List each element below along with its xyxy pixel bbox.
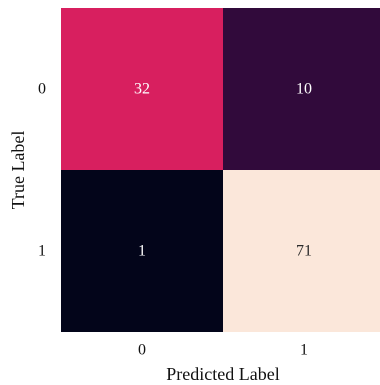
x-axis-ticks: 0 1: [138, 342, 308, 359]
x-axis-label: Predicted Label: [166, 364, 279, 384]
cell-value-label-0-1: 10: [296, 81, 312, 98]
heatmap-cell-true-0-pred-1: [223, 8, 380, 170]
heatmap-cell-true-0-pred-0: [61, 8, 223, 170]
heatmap-cell-true-1-pred-0: [61, 170, 223, 332]
y-tick-label-0: 0: [38, 81, 46, 98]
y-axis-label: True Label: [8, 131, 28, 210]
cell-value-label-1-1: 71: [296, 243, 312, 260]
x-tick-label-0: 0: [138, 342, 146, 359]
cell-value-label-0-0: 32: [134, 81, 150, 98]
y-tick-label-1: 1: [38, 243, 46, 260]
heatmap-grid: 32 10 1 71: [61, 8, 380, 332]
cell-value-label-1-0: 1: [138, 243, 146, 260]
heatmap-cell-true-1-pred-1: [223, 170, 380, 332]
y-axis-ticks: 0 1: [38, 81, 46, 260]
x-tick-label-1: 1: [300, 342, 308, 359]
